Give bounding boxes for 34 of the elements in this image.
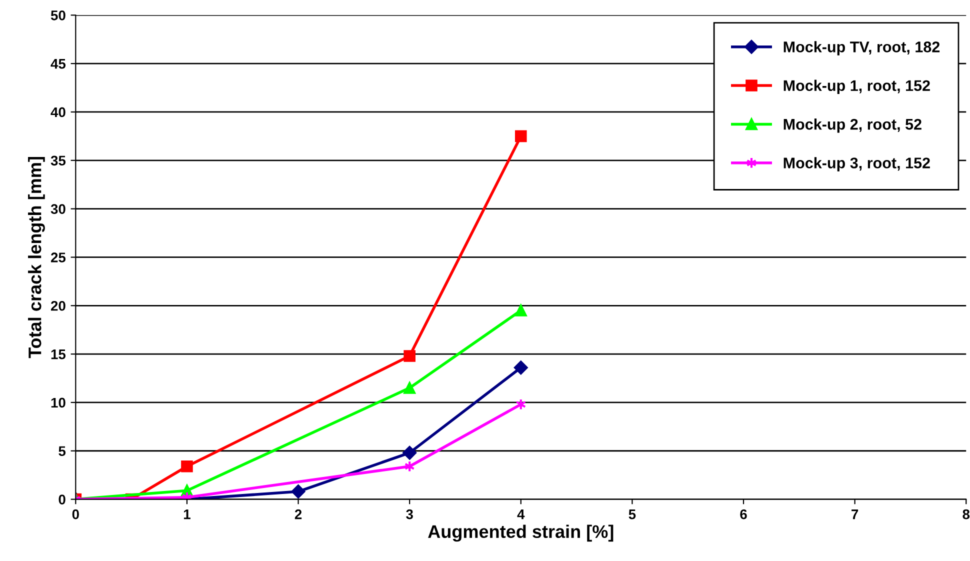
x-axis-title: Augmented strain [%] [428,524,614,542]
point [514,360,528,375]
x-tick-label: 4 [517,510,525,520]
y-tick-label: 30 [50,204,66,214]
x-tick-label: 5 [628,510,636,520]
legend-label: Mock-up 3, root, 152 [784,157,930,172]
x-tick-label: 8 [962,509,970,520]
y-tick-label: 10 [51,398,66,408]
x-tick-label: 1 [184,510,190,520]
point [291,484,306,498]
x-tick-label: 3 [406,509,413,520]
y-tick-label: 25 [50,252,66,262]
y-tick-label: 45 [50,59,66,69]
point [404,382,416,394]
point [514,304,527,316]
legend-label: Mock-up 2, root, 52 [784,118,922,133]
y-tick-label: 35 [50,156,66,166]
legend-label: Mock-up 1, root, 152 [784,80,930,94]
y-axis-title: Total crack length [mm] [28,157,45,358]
point [514,130,527,142]
y-tick-label: 50 [50,10,66,20]
point [402,446,417,460]
y-tick-label: 5 [58,446,66,456]
x-tick-label: 6 [740,509,747,520]
y-tick-label: 20 [50,300,66,311]
y-tick-label: 40 [50,107,66,118]
legend-label: Mock-up TV, root, 182 [784,41,940,56]
x-tick-label: 0 [72,509,79,520]
y-tick-label: 0 [58,494,66,504]
point [181,460,193,472]
point [404,350,416,362]
x-tick-label: 2 [294,509,302,520]
x-tick-label: 7 [852,510,858,520]
y-tick-label: 15 [51,350,66,360]
